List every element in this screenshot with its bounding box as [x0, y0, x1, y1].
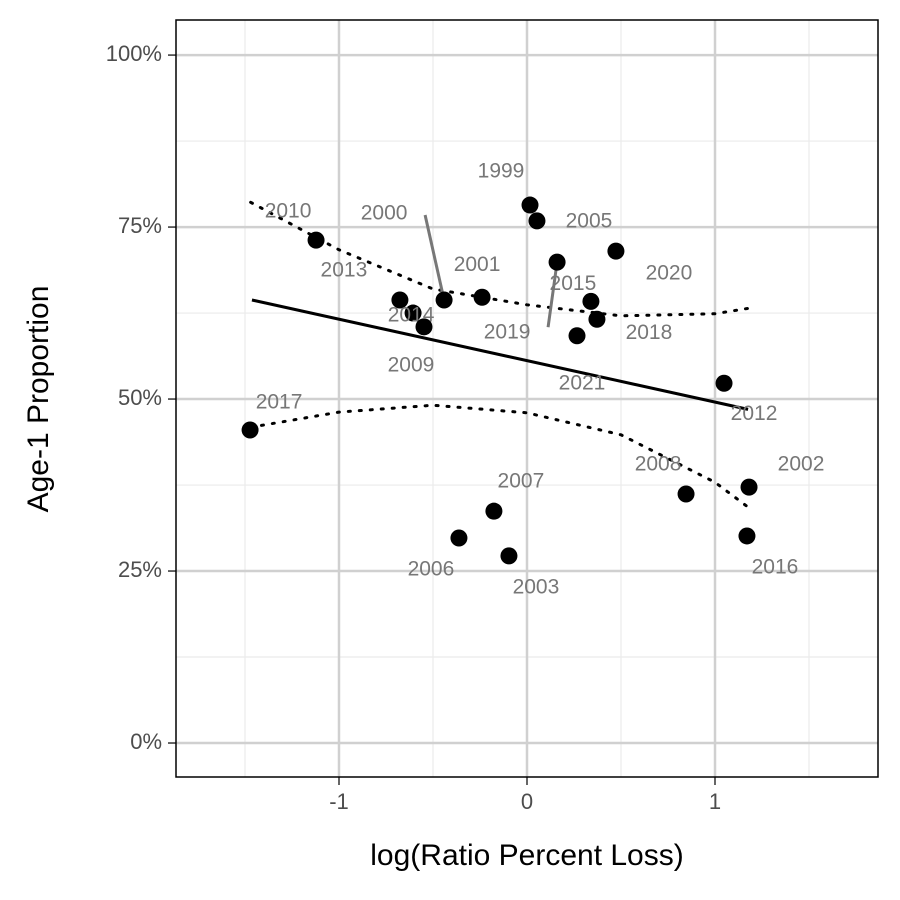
point [391, 291, 409, 309]
point-label: 2005 [566, 209, 613, 232]
point-label: 1999 [478, 160, 525, 183]
panel-border [175, 19, 879, 778]
point [404, 304, 422, 322]
point [715, 374, 733, 392]
trend-line [251, 298, 749, 411]
y-tick-label: 75% [118, 213, 162, 238]
interval-line [249, 200, 751, 318]
point-label: 2003 [513, 575, 560, 598]
point-label: 2015 [550, 272, 597, 295]
interval-line [249, 403, 751, 510]
point-label: 2021 [559, 371, 606, 394]
point-label: 2018 [626, 321, 673, 344]
y-tick-label: 50% [118, 385, 162, 410]
point [521, 196, 539, 214]
marks: 2017201020132014200920002001199920052019… [241, 160, 825, 598]
point [241, 421, 259, 439]
point [500, 547, 518, 565]
point [528, 212, 546, 230]
point [582, 292, 600, 310]
point [435, 291, 453, 309]
point-label: 2009 [388, 353, 435, 376]
point-label: 2013 [321, 259, 368, 282]
point-label: 2019 [484, 321, 531, 344]
point-label: 2010 [265, 200, 312, 223]
point-label: 2016 [752, 555, 799, 578]
point-label: 2007 [498, 470, 545, 493]
x-tick-label: 0 [521, 789, 533, 814]
point [307, 231, 325, 249]
point [473, 288, 491, 306]
label-leader [423, 214, 446, 301]
point [450, 529, 468, 547]
point [738, 527, 756, 545]
y-tick-label: 0% [130, 729, 162, 754]
point [568, 327, 586, 345]
point [740, 478, 758, 496]
y-tick-label: 25% [118, 557, 162, 582]
y-tick-label: 100% [106, 41, 162, 66]
point [548, 253, 566, 271]
x-tick-label: -1 [329, 789, 349, 814]
point [677, 485, 695, 503]
point-label: 2008 [635, 453, 682, 476]
point [588, 310, 606, 328]
label-leader [546, 261, 559, 328]
point-label: 2001 [454, 253, 501, 276]
x-tick-label: 1 [709, 789, 721, 814]
y-axis-title: Age-1 Proportion [22, 286, 55, 513]
point [485, 502, 503, 520]
x-axis-title: log(Ratio Percent Loss) [370, 839, 683, 872]
point-label: 2020 [646, 262, 693, 285]
point-label: 2012 [731, 402, 778, 425]
point [415, 318, 433, 336]
point-label: 2017 [256, 391, 303, 414]
point-label: 2000 [361, 202, 408, 225]
point-label: 2002 [778, 453, 825, 476]
point-label: 2006 [408, 558, 455, 581]
grid: -1 0 1 0% 25% 50% 75% 100% [106, 20, 878, 814]
point [607, 242, 625, 260]
